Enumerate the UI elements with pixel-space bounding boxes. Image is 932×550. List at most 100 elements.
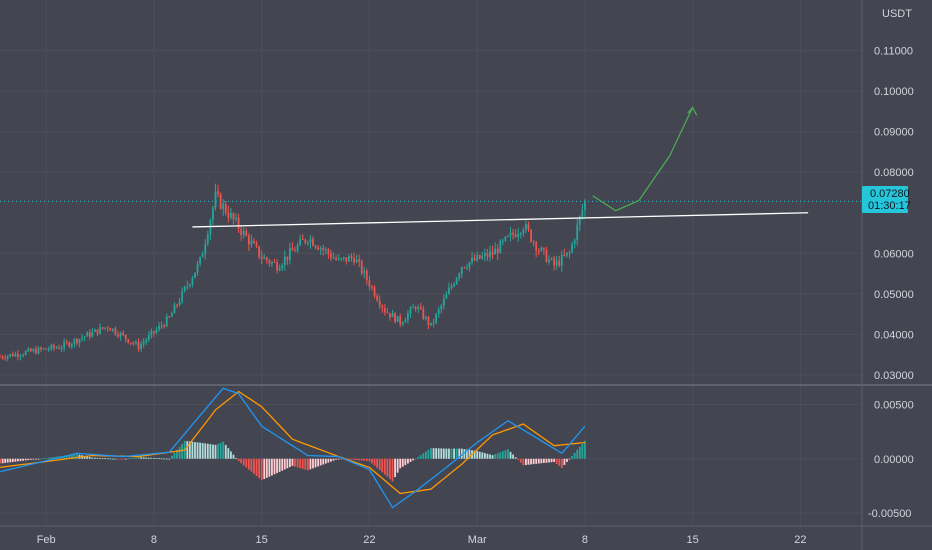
candle-body (537, 250, 540, 252)
macd-histogram-bar (417, 456, 420, 459)
macd-histogram-bar (540, 458, 543, 464)
projection-arrow-line (592, 107, 694, 212)
candle-body (342, 257, 345, 259)
candle-body (401, 322, 404, 325)
candle-body (424, 317, 427, 319)
candle-body (235, 217, 237, 220)
candle-body (301, 239, 304, 241)
macd-histogram-bar (391, 458, 394, 482)
currency-label: USDT (882, 8, 912, 20)
candle-body (9, 353, 12, 356)
macd-histogram-bar (560, 458, 563, 469)
macd-histogram-bar (535, 458, 538, 464)
candle-body (519, 233, 522, 235)
candle-body (394, 313, 396, 322)
candle-body (168, 316, 171, 318)
candle-body (355, 259, 358, 263)
candle-body (273, 262, 276, 264)
candle-body (268, 260, 271, 264)
candle-body (147, 334, 150, 341)
macd-histogram-bar (88, 456, 91, 459)
candle-body (214, 191, 217, 208)
macd-histogram-bar (170, 455, 173, 459)
candle-body (63, 342, 66, 349)
candle-body (135, 342, 137, 344)
candle-body (566, 252, 568, 256)
candle-body (332, 257, 335, 259)
macd-histogram-bar (68, 455, 71, 459)
candle-body (260, 256, 263, 259)
macd-histogram-bar (237, 458, 240, 462)
candle-body (188, 284, 191, 286)
macd-histogram-bar (494, 454, 497, 459)
candle-body (412, 307, 414, 309)
candle-body (14, 353, 17, 357)
macd-histogram-bar (199, 442, 202, 459)
macd-histogram-bar (155, 458, 158, 459)
macd-histogram-bar (289, 458, 291, 468)
candle-body (247, 235, 250, 245)
current-price-badge: 0.07280 01:30:17 (862, 186, 911, 213)
macd-histogram-bar (114, 458, 117, 460)
candle-body (573, 240, 576, 244)
macd-histogram-bar (240, 458, 243, 464)
candle-body (422, 308, 425, 319)
candle-body (109, 328, 112, 331)
macd-histogram-bar (122, 458, 125, 460)
candle-body (163, 325, 166, 327)
macd-histogram-bar (83, 455, 86, 459)
macd-histogram-bar (91, 457, 94, 459)
candle-body (47, 349, 50, 351)
candle-body (229, 213, 232, 218)
candle-body (432, 322, 435, 324)
candle-body (440, 305, 443, 310)
candle-body (512, 232, 514, 235)
macd-histogram-bar (227, 448, 230, 459)
candle-body (222, 203, 225, 209)
candle-body (504, 236, 507, 241)
time-tick-label: 15 (687, 534, 699, 546)
macd-histogram-bar (35, 458, 37, 460)
candle-body (481, 255, 484, 259)
macd-histogram-bar (6, 458, 9, 463)
macd-histogram-bar (353, 458, 355, 460)
candle-body (435, 313, 438, 323)
price-tick-label: 0.10000 (874, 86, 914, 98)
macd-histogram-bar (468, 449, 471, 459)
candle-body (263, 257, 266, 259)
macd-histogram-bar (19, 458, 22, 462)
macd-histogram-bar (212, 444, 214, 459)
candle-body (52, 345, 55, 348)
candle-body (324, 249, 327, 251)
candle-body (483, 253, 486, 256)
candle-body (106, 327, 109, 329)
candle-body (81, 337, 83, 340)
candle-body (353, 258, 355, 263)
candle-body (471, 257, 473, 263)
macd-histogram-bar (73, 454, 76, 459)
candle-body (124, 334, 127, 340)
candle-body (145, 340, 148, 343)
candle-body (209, 220, 212, 235)
macd-histogram-bar (463, 449, 466, 459)
candle-body (419, 307, 422, 309)
macd-histogram-bar (478, 451, 481, 459)
candle-body (206, 234, 209, 245)
macd-histogram-bar (507, 449, 509, 459)
macd-histogram-bar (335, 458, 337, 460)
macd-histogram-bar (291, 458, 294, 466)
candle-body (365, 270, 368, 281)
macd-histogram-bar (209, 444, 212, 459)
time-tick-label: 22 (794, 534, 806, 546)
macd-histogram-bar (584, 440, 586, 459)
candle-body (276, 262, 278, 271)
macd-histogram-bar (271, 458, 273, 476)
macd-histogram-bar (306, 458, 309, 471)
macd-histogram-bar (568, 458, 571, 460)
macd-histogram-bar (348, 458, 350, 460)
macd-histogram-bar (440, 448, 443, 459)
time-tick-label: 8 (582, 534, 588, 546)
macd-histogram-bar (371, 458, 373, 464)
time-tick-label: 15 (256, 534, 268, 546)
